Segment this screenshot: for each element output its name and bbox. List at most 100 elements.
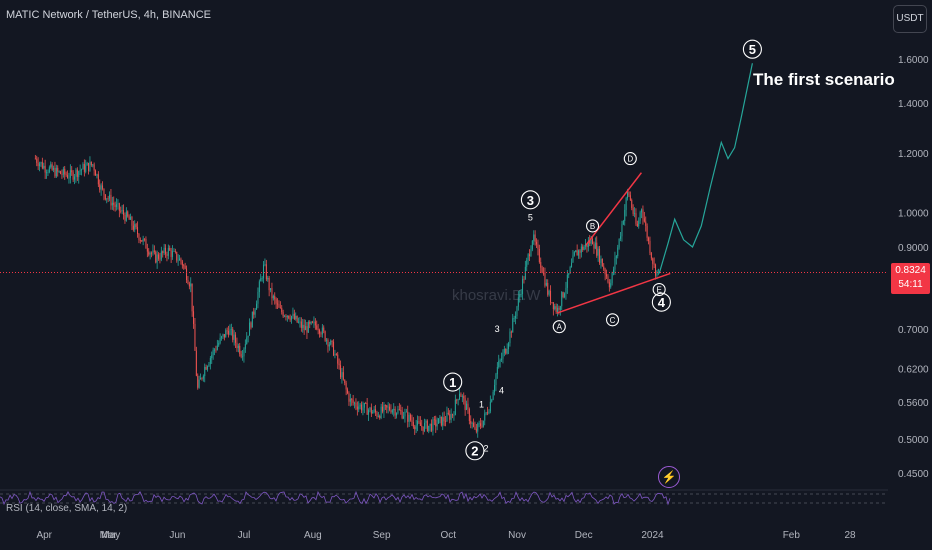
candle-body <box>582 246 584 250</box>
candle-body <box>345 383 347 390</box>
candle-body <box>645 221 647 226</box>
candle-body <box>407 411 409 422</box>
candle-body <box>61 173 63 175</box>
candle-body <box>190 283 192 287</box>
candle-body <box>246 337 248 345</box>
candle-body <box>169 247 171 251</box>
candle-body <box>236 342 238 349</box>
wave-label: 3 <box>527 193 534 208</box>
candle-body <box>226 330 228 332</box>
candle-body <box>265 264 267 280</box>
candle-body <box>425 420 427 423</box>
candle-body <box>625 198 627 210</box>
candle-body <box>242 356 244 358</box>
candle-body <box>421 425 423 427</box>
candle-body <box>68 177 70 179</box>
candle-body <box>627 191 629 199</box>
candle-body <box>90 161 92 165</box>
candle-body <box>239 345 241 355</box>
candle-body <box>568 273 570 275</box>
candle-body <box>254 309 256 315</box>
candle-body <box>120 210 122 212</box>
candle-body <box>149 252 151 255</box>
candle-body <box>387 406 389 408</box>
candle-body <box>92 164 94 166</box>
candle-body <box>76 169 78 178</box>
candle-body <box>65 174 67 176</box>
candle-body <box>313 321 315 323</box>
wave-label-circle <box>520 190 540 210</box>
candle-body <box>282 312 284 317</box>
candle-body <box>491 399 493 402</box>
candle-body <box>326 339 328 341</box>
candle-body <box>235 334 237 343</box>
candle-body <box>50 164 52 168</box>
candle-body <box>216 345 218 350</box>
candle-body <box>652 258 654 264</box>
candle-body <box>130 217 132 220</box>
candle-body <box>552 302 554 310</box>
candle-body <box>522 279 524 295</box>
candle-body <box>264 264 266 266</box>
candle-body <box>408 414 410 422</box>
candle-body <box>72 172 74 180</box>
candle-body <box>151 252 153 254</box>
candle-body <box>474 426 476 430</box>
currency-button[interactable]: USDT <box>893 5 927 33</box>
candle-body <box>123 210 125 215</box>
rsi-line <box>0 490 671 506</box>
candle-body <box>631 200 633 208</box>
candle-body <box>215 349 217 351</box>
upper-trendline[interactable] <box>585 172 642 246</box>
current-price-value: 0.8324 <box>895 265 926 276</box>
candle-body <box>473 423 475 427</box>
candle-body <box>502 352 504 359</box>
candle-body <box>142 238 144 242</box>
candle-body <box>127 211 129 217</box>
candle-body <box>281 307 283 313</box>
candle-body <box>125 211 127 221</box>
candle-body <box>547 282 549 295</box>
candle-body <box>438 418 440 424</box>
candle-body <box>78 171 80 178</box>
candle-body <box>55 167 57 177</box>
x-tick-label: Dec <box>575 530 593 541</box>
candle-body <box>536 241 538 245</box>
candle-body <box>289 318 291 320</box>
lower-trendline[interactable] <box>556 272 671 314</box>
candle-body <box>548 290 550 295</box>
candle-body <box>578 250 580 256</box>
candle-body <box>306 326 308 333</box>
lightning-icon[interactable]: ⚡ <box>658 466 680 488</box>
candle-body <box>459 393 461 400</box>
candle-body <box>487 412 489 414</box>
candle-body <box>230 328 232 330</box>
candle-body <box>96 174 98 176</box>
candle-body <box>620 236 622 239</box>
current-price-tag: 0.8324 54:11 <box>891 263 930 294</box>
time-axis[interactable] <box>0 518 932 550</box>
candle-body <box>636 223 638 227</box>
candle-body <box>484 413 486 421</box>
candle-body <box>398 409 400 411</box>
candle-body <box>396 413 398 416</box>
candle-body <box>431 423 433 431</box>
candle-body <box>600 258 602 263</box>
candle-body <box>219 337 221 344</box>
candle-body <box>601 258 603 267</box>
candle-body <box>69 170 71 178</box>
candle-body <box>628 191 630 196</box>
candle-body <box>460 393 462 397</box>
candle-body <box>564 293 566 297</box>
candle-body <box>100 185 102 190</box>
candle-body <box>361 404 363 411</box>
scenario-label: The first scenario <box>753 70 895 89</box>
candle-body <box>47 172 49 173</box>
candle-body <box>650 252 652 259</box>
candle-body <box>193 311 195 324</box>
rsi-indicator-label[interactable]: RSI (14, close, SMA, 14, 2) <box>6 503 128 514</box>
candle-body <box>463 396 465 399</box>
candle-body <box>572 255 574 263</box>
candle-body <box>176 251 178 261</box>
